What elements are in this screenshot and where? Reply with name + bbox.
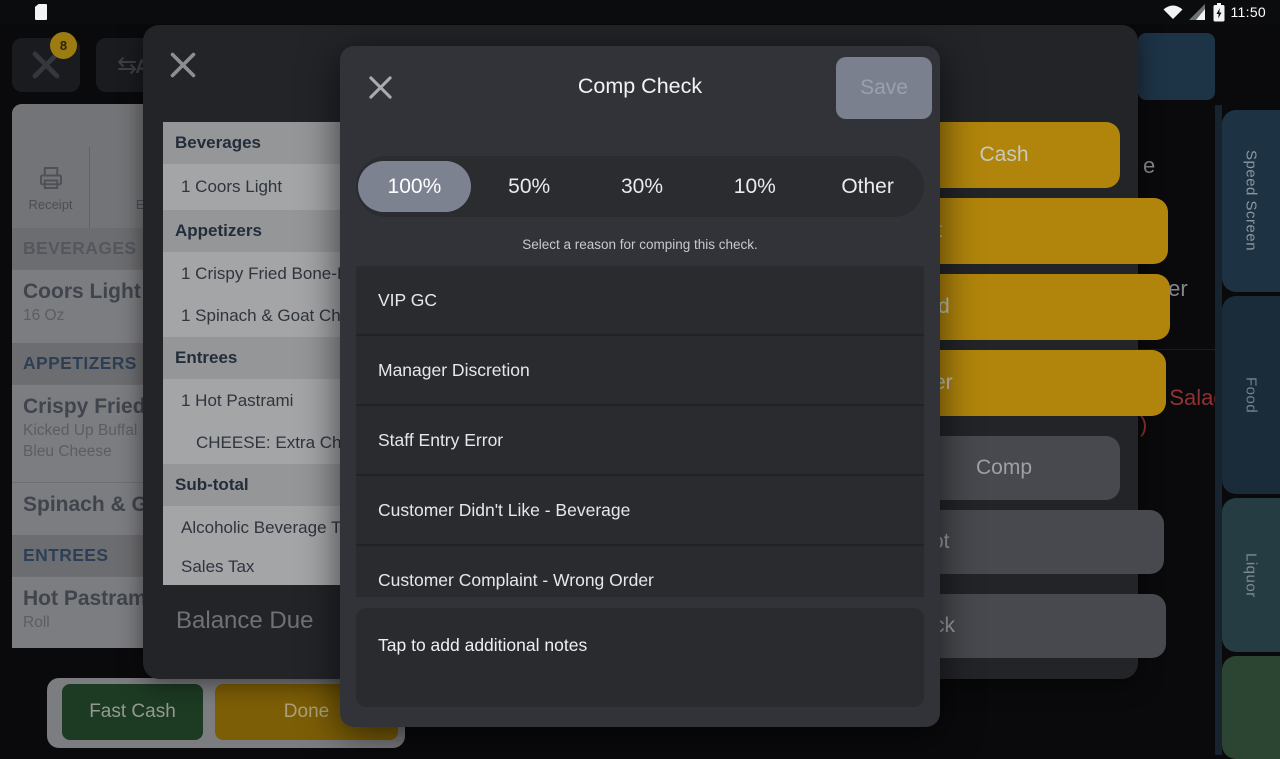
receipt-tax-line: Sales Tax <box>163 549 363 585</box>
comp-reason-item[interactable]: Customer Complaint - Wrong Order <box>378 570 654 590</box>
close-icon <box>165 47 201 83</box>
receipt-section-header: Entrees <box>163 337 363 379</box>
receipt-icon <box>36 163 66 193</box>
receipt-section-header: Beverages <box>163 122 363 164</box>
percent-option-other[interactable]: Other <box>841 174 894 198</box>
percent-option-30[interactable]: 30% <box>620 174 663 198</box>
comp-check-title: Comp Check <box>577 74 703 98</box>
percent-option-10[interactable]: 10% <box>733 174 776 198</box>
comp-reason-caption: Select a reason for comping this check. <box>522 237 758 252</box>
receipt-section-header: Sub-total <box>163 464 363 506</box>
balance-due-label: Balance Due <box>176 607 314 634</box>
receipt-section-header: Appetizers <box>163 210 363 252</box>
payment-receipt-list: Beverages 1 Coors Light Appetizers 1 Cri… <box>163 122 363 585</box>
receipt-line-item[interactable]: 1 Crispy Fried Bone-In <box>163 252 363 295</box>
comp-check-close-button[interactable] <box>364 71 397 104</box>
receipt-line-item[interactable]: 1 Spinach & Goat Che <box>163 295 363 337</box>
tab-liquor[interactable]: Liquor <box>1222 498 1280 652</box>
save-button[interactable]: Save <box>836 57 932 119</box>
comp-reason-item[interactable]: Staff Entry Error <box>356 406 924 476</box>
payment-dialog-close-button[interactable] <box>165 47 201 83</box>
percent-option-100[interactable]: 100% <box>358 161 471 212</box>
receipt-button[interactable]: Receipt <box>12 147 90 228</box>
close-icon <box>364 71 397 104</box>
menu-tile[interactable] <box>1138 33 1215 100</box>
receipt-line-item[interactable]: 1 Coors Light <box>163 164 363 210</box>
receipt-modifier-line: CHEESE: Extra Chee <box>163 422 363 464</box>
tab-partial[interactable] <box>1222 656 1280 759</box>
receipt-label: Receipt <box>28 197 73 212</box>
close-icon <box>27 46 65 84</box>
android-status-bar: 11:50 <box>0 0 1280 24</box>
tab-food[interactable]: Food <box>1222 296 1280 494</box>
comp-reason-item[interactable]: VIP GC <box>356 266 924 336</box>
menu-tile-divider <box>1138 349 1215 350</box>
comp-reason-item[interactable]: Customer Didn't Like - Beverage <box>356 476 924 546</box>
additional-notes-field[interactable]: Tap to add additional notes <box>356 608 924 707</box>
sd-card-icon <box>35 4 47 20</box>
open-orders-count-badge: 8 <box>50 32 77 59</box>
menu-tile-86-text-fragment: ) <box>1140 412 1148 437</box>
comp-percent-segmented-control: 100% 50% 30% 10% Other <box>356 156 924 217</box>
tab-speed-screen[interactable]: Speed Screen <box>1222 110 1280 292</box>
battery-charging-icon <box>1213 2 1225 22</box>
cell-signal-icon <box>1188 4 1207 20</box>
comp-reason-list: VIP GC Manager Discretion Staff Entry Er… <box>356 266 924 597</box>
status-bar-time: 11:50 <box>1230 4 1266 20</box>
comp-reason-item[interactable]: Manager Discretion <box>356 336 924 406</box>
tab-rail <box>1215 105 1222 755</box>
fast-cash-button[interactable]: Fast Cash <box>62 684 203 740</box>
receipt-tax-line: Alcoholic Beverage Ta <box>163 506 363 549</box>
percent-option-50[interactable]: 50% <box>508 174 551 198</box>
receipt-line-item[interactable]: 1 Hot Pastrami <box>163 379 363 422</box>
wifi-icon <box>1163 4 1183 20</box>
menu-tile-text-fragment: e <box>1143 153 1156 178</box>
